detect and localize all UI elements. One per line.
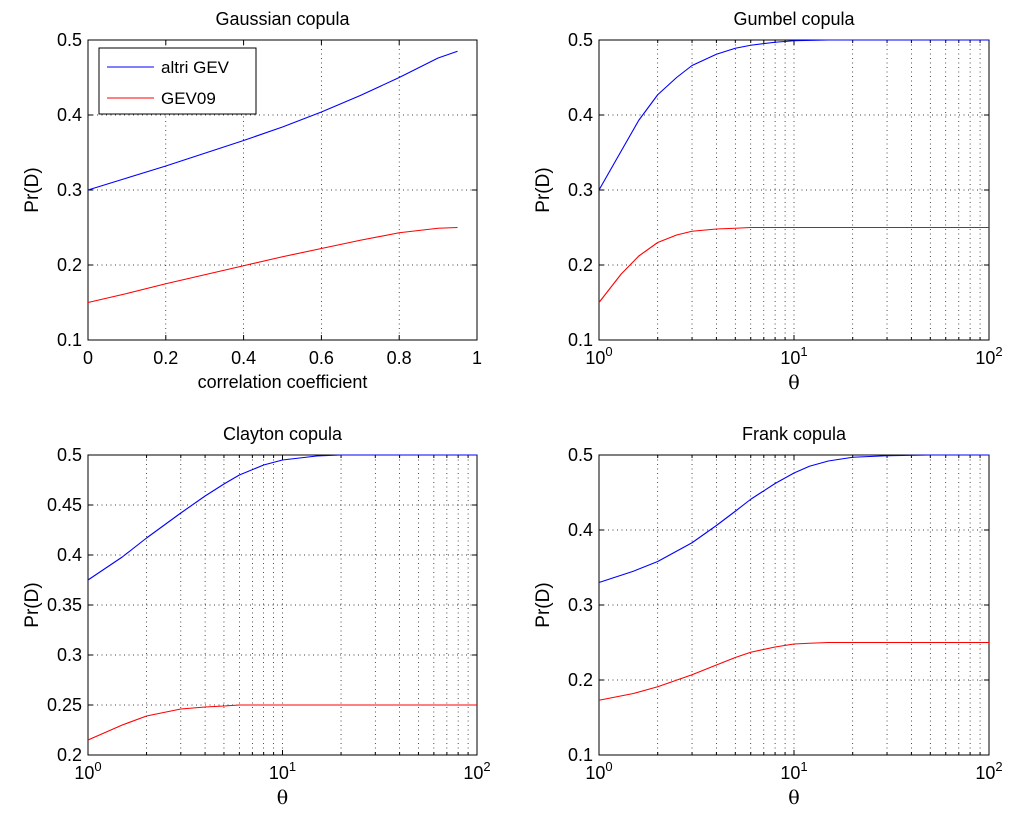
y-axis-label: Pr(D) xyxy=(22,582,43,627)
legend: altri GEV GEV09 xyxy=(98,47,257,115)
x-tick-label: 0.4 xyxy=(231,348,256,368)
y-tick-label: 0.25 xyxy=(47,695,82,715)
x-tick-label: 102 xyxy=(975,344,1002,368)
series-line-gev09 xyxy=(87,226,458,304)
x-tick-label: 1 xyxy=(472,348,482,368)
grid-lines xyxy=(599,455,989,755)
x-tick-label: 101 xyxy=(780,759,807,783)
y-tick-label: 0.45 xyxy=(47,495,82,515)
y-tick-label: 0.5 xyxy=(568,445,593,465)
y-tick-label: 0.5 xyxy=(57,30,82,50)
y-tick-label: 0.5 xyxy=(568,30,593,50)
series-line-blue xyxy=(87,454,477,581)
tick-marks xyxy=(87,39,478,341)
x-tick-label: 0.6 xyxy=(309,348,334,368)
chart-title: Gaussian copula xyxy=(215,9,350,29)
chart-panel-1: 0.1 0.2 0.3 0.4 0.5 0 0.2 0.4 0.6 0.8 1 Gaussian co… xyxy=(22,9,482,392)
x-tick-label: 101 xyxy=(780,344,807,368)
series-line-red xyxy=(598,641,989,701)
legend-box xyxy=(98,47,257,115)
x-tick-label: 102 xyxy=(463,759,490,783)
series-group xyxy=(87,50,458,304)
x-axis-label: θ xyxy=(788,787,799,809)
y-tick-label: 0.1 xyxy=(57,330,82,350)
x-tick-label: 100 xyxy=(585,344,612,368)
y-axis-label: Pr(D) xyxy=(22,167,43,212)
chart-title: Frank copula xyxy=(742,424,847,444)
y-tick-label: 0.4 xyxy=(568,520,593,540)
y-tick-label: 0.3 xyxy=(568,180,593,200)
x-tick-label: 0 xyxy=(83,348,93,368)
y-tick-label: 0.2 xyxy=(57,745,82,765)
x-tick-label: 102 xyxy=(975,759,1002,783)
y-axis-label: Pr(D) xyxy=(533,167,554,212)
y-tick-label: 0.4 xyxy=(57,545,82,565)
legend-entry-label: GEV09 xyxy=(161,89,216,108)
chart-panel-3: 0.2 0.25 0.3 0.35 0.4 0.45 0.5 100 101 102 Clayton… xyxy=(22,424,491,809)
x-tick-label: 101 xyxy=(269,759,296,783)
y-axis-label: Pr(D) xyxy=(533,582,554,627)
series-group xyxy=(87,454,477,741)
chart-title: Clayton copula xyxy=(223,424,343,444)
y-tick-label: 0.3 xyxy=(57,645,82,665)
x-tick-label: 100 xyxy=(585,759,612,783)
y-tick-label: 0.4 xyxy=(57,105,82,125)
chart-title: Gumbel copula xyxy=(733,9,855,29)
y-tick-label: 0.1 xyxy=(568,745,593,765)
series-line-red xyxy=(598,226,989,303)
series-group xyxy=(598,39,989,303)
y-tick-label: 0.2 xyxy=(568,670,593,690)
y-tick-label: 0.3 xyxy=(57,180,82,200)
series-line-red xyxy=(87,704,477,741)
series-line-blue xyxy=(598,454,989,584)
x-axis-label: θ xyxy=(788,372,799,394)
x-tick-label: 0.2 xyxy=(153,348,178,368)
y-tick-label: 0.1 xyxy=(568,330,593,350)
y-tick-label: 0.2 xyxy=(57,255,82,275)
y-tick-label: 0.5 xyxy=(57,445,82,465)
y-tick-label: 0.2 xyxy=(568,255,593,275)
y-tick-label: 0.35 xyxy=(47,595,82,615)
x-axis-label: θ xyxy=(277,787,288,809)
legend-entry-label: altri GEV xyxy=(161,58,230,77)
y-tick-label: 0.3 xyxy=(568,595,593,615)
chart-panel-2: 0.1 0.2 0.3 0.4 0.5 100 101 102 Gumbel copula θ Pr… xyxy=(533,9,1003,394)
x-tick-label: 100 xyxy=(74,759,101,783)
grid-lines xyxy=(599,40,989,340)
series-line-blue xyxy=(598,39,989,191)
x-tick-label: 0.8 xyxy=(387,348,412,368)
series-line-altri-gev xyxy=(87,50,458,191)
y-tick-label: 0.4 xyxy=(568,105,593,125)
x-axis-label: correlation coefficient xyxy=(198,372,368,392)
series-group xyxy=(598,454,989,701)
chart-panel-4: 0.1 0.2 0.3 0.4 0.5 100 101 102 Frank copula θ Pr(… xyxy=(533,424,1003,809)
